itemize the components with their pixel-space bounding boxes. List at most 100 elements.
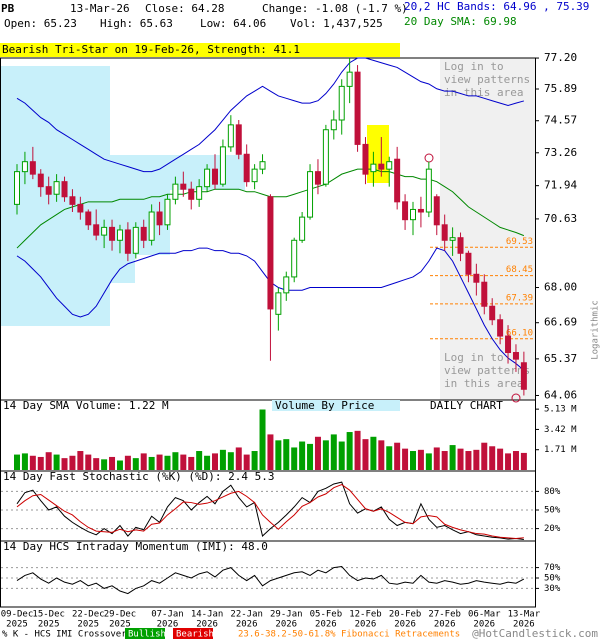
candle-body	[275, 292, 282, 315]
low: Low: 64.06	[200, 17, 266, 30]
volume-bar	[291, 447, 298, 470]
y-tick-label: 75.89	[544, 82, 577, 95]
candle-body	[69, 196, 76, 205]
volume-bar	[37, 456, 44, 470]
x-tick-year: 2026	[473, 620, 495, 630]
volume-bar	[354, 430, 361, 470]
site: @HotCandlestick.com	[472, 627, 598, 640]
x-tick-year: 2025	[6, 620, 28, 630]
candle-body	[314, 171, 321, 185]
vol: Vol: 1,437,525	[290, 17, 383, 30]
candle-body	[497, 319, 504, 337]
candle-body	[243, 153, 250, 183]
sma-label: 20 Day SMA: 69.98	[404, 15, 517, 28]
imi-title: 14 Day HCS Intraday Momentum (IMI): 48.0	[3, 540, 268, 553]
volume-bar	[473, 449, 480, 470]
pattern-bg	[0, 43, 400, 57]
y-tick-label: 30%	[544, 584, 561, 594]
x-tick-year: 2026	[315, 620, 337, 630]
volume-bar	[132, 458, 139, 470]
fib-label: 66.10	[506, 328, 533, 338]
volume-bar	[140, 453, 147, 470]
login-text: Log in to view patterns in this area	[444, 60, 531, 99]
candle-body	[417, 208, 424, 213]
x-tick-year: 2026	[355, 620, 377, 630]
candle-body	[109, 226, 116, 241]
volume-bar	[370, 436, 377, 470]
candle-body	[21, 161, 28, 173]
volume-bar	[314, 436, 321, 470]
volume-bar	[433, 447, 440, 470]
candle-body	[402, 201, 409, 221]
candle-body	[378, 163, 385, 170]
candle-body	[505, 335, 512, 354]
volume-bar	[172, 452, 179, 470]
vbp-bar	[110, 255, 135, 283]
imi-frame	[0, 540, 536, 608]
candle-body	[148, 211, 155, 241]
pattern: Bearish Tri-Star on 19-Feb-26, Strength:…	[2, 43, 300, 56]
y-tick-label: 71.94	[544, 179, 577, 192]
x-tick-label: 29-Jan	[270, 610, 303, 620]
candle-body	[307, 171, 314, 218]
volume-bar	[394, 442, 401, 470]
legend-bullish: Bullish	[128, 630, 166, 640]
stochastic-line	[16, 481, 524, 541]
volume-bar	[124, 455, 131, 470]
x-tick-label: 07-Jan	[151, 610, 184, 620]
fib-label: 67.39	[506, 293, 533, 303]
candle-body	[219, 146, 226, 185]
candle-body	[410, 208, 416, 221]
candle-body	[124, 229, 131, 254]
vbp-bar	[1, 66, 45, 326]
volume-bar	[29, 455, 36, 470]
volume-title: 14 Day SMA Volume: 1.22 M	[3, 399, 169, 412]
volume-bar	[330, 434, 337, 470]
volume-bar	[338, 441, 345, 470]
volume-bar	[61, 458, 68, 470]
candle-body	[457, 237, 464, 254]
x-tick-label: 06-Mar	[468, 610, 501, 620]
candle-body	[291, 239, 298, 278]
stochastic-title: 14 Day Fast Stochastic (%K) (%D): 2.4 5.…	[3, 470, 275, 483]
volume-bar	[116, 460, 123, 470]
x-tick-year: 2025	[38, 620, 60, 630]
x-tick-label: 14-Jan	[191, 610, 224, 620]
symbol: PB	[1, 2, 15, 15]
tristar-highlight	[367, 125, 389, 183]
volume-bar	[346, 432, 353, 470]
volume-bar	[267, 434, 274, 470]
legend-bullish-bg	[125, 628, 165, 639]
candle-body	[45, 186, 52, 195]
candle-body	[204, 168, 211, 188]
y-tick-label: 1.71 M	[544, 445, 577, 455]
candle-body	[465, 252, 472, 275]
candle-body	[489, 305, 496, 321]
volume-bar	[362, 439, 369, 470]
login-text: Log in to view patterns in this area	[444, 351, 531, 390]
volume-bar	[425, 453, 432, 470]
open: Open: 65.23	[4, 17, 77, 30]
candle-body	[53, 181, 60, 195]
x-tick-year: 2026	[275, 620, 297, 630]
volume-bar	[417, 449, 424, 470]
x-tick-year: 2025	[109, 620, 131, 630]
x-tick-label: 13-Mar	[508, 610, 541, 620]
volume-bar	[465, 451, 472, 470]
x-tick-label: 29-Dec	[104, 610, 137, 620]
band-line	[16, 57, 525, 173]
candle-body	[196, 186, 203, 200]
login-note: Log in to view patterns in this area	[444, 60, 531, 99]
x-tick-year: 2026	[236, 620, 258, 630]
x-tick-year: 2025	[77, 620, 99, 630]
x-tick-label: 09-Dec	[1, 610, 34, 620]
volume-bar	[283, 439, 290, 470]
volume-bar	[45, 452, 52, 470]
volume-bar	[512, 451, 519, 470]
scale-label: Logarithmic	[591, 300, 600, 360]
candle-body	[180, 183, 187, 190]
x-tick-label: 20-Feb	[389, 610, 422, 620]
close: Close: 64.28	[145, 2, 224, 15]
volume-bar	[93, 458, 100, 470]
